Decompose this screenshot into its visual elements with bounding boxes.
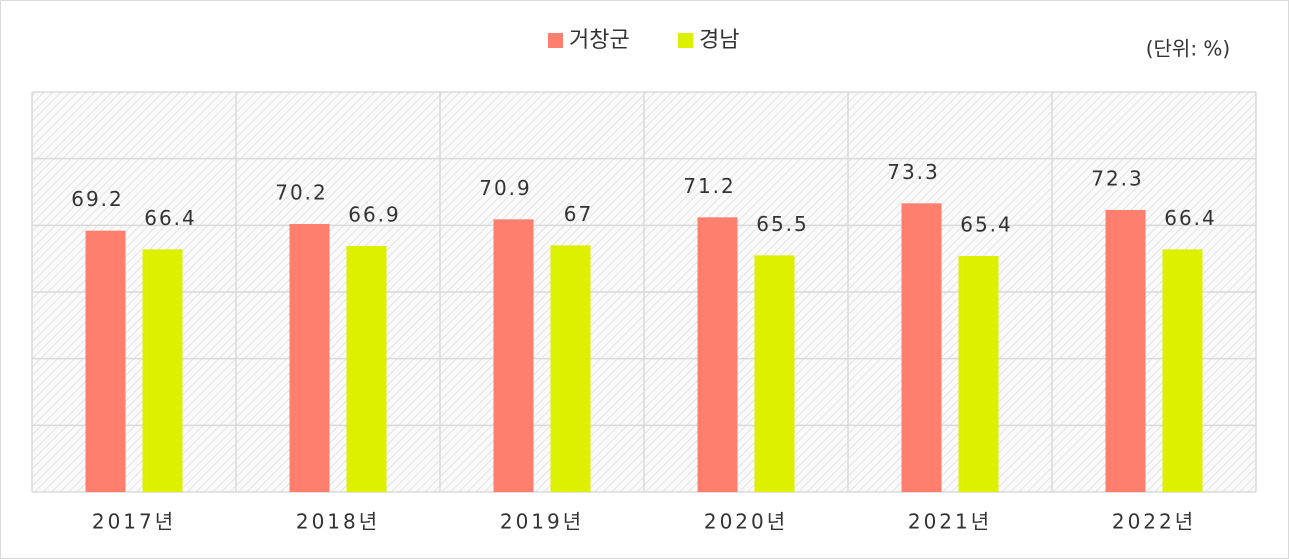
data-label: 65.5: [756, 212, 809, 236]
x-tick-label: 2022년: [1112, 510, 1196, 534]
bar: [901, 203, 942, 493]
bar: [289, 224, 330, 492]
bar: [958, 256, 999, 492]
bar: [142, 249, 183, 492]
data-label: 66.4: [144, 206, 197, 230]
data-label: 70.2: [275, 181, 328, 205]
bar: [346, 246, 387, 492]
x-tick-label: 2019년: [500, 510, 584, 534]
legend-swatch: [678, 33, 693, 48]
bar: [1105, 210, 1146, 492]
legend-label: 거창군: [569, 28, 630, 53]
legend-label: 경남: [699, 28, 739, 53]
x-tick-label: 2021년: [908, 510, 992, 534]
data-label: 70.9: [479, 176, 532, 200]
data-label: 66.4: [1164, 206, 1217, 230]
legend-swatch: [548, 33, 563, 48]
data-label: 72.3: [1091, 167, 1144, 191]
x-tick-label: 2018년: [296, 510, 380, 534]
data-label: 66.9: [348, 203, 401, 227]
bar: [1162, 249, 1203, 492]
bar: [550, 245, 591, 492]
data-label: 73.3: [887, 160, 940, 184]
data-label: 69.2: [71, 187, 124, 211]
bar: [754, 255, 795, 492]
bar: [85, 230, 126, 492]
bar: [697, 217, 738, 493]
unit-label: (단위: %): [1146, 37, 1231, 61]
data-label: 71.2: [683, 174, 736, 198]
x-tick-label: 2020년: [704, 510, 788, 534]
x-tick-label: 2017년: [92, 510, 176, 534]
data-label: 67: [564, 202, 593, 226]
bar: [493, 219, 534, 493]
data-label: 65.4: [960, 213, 1013, 237]
